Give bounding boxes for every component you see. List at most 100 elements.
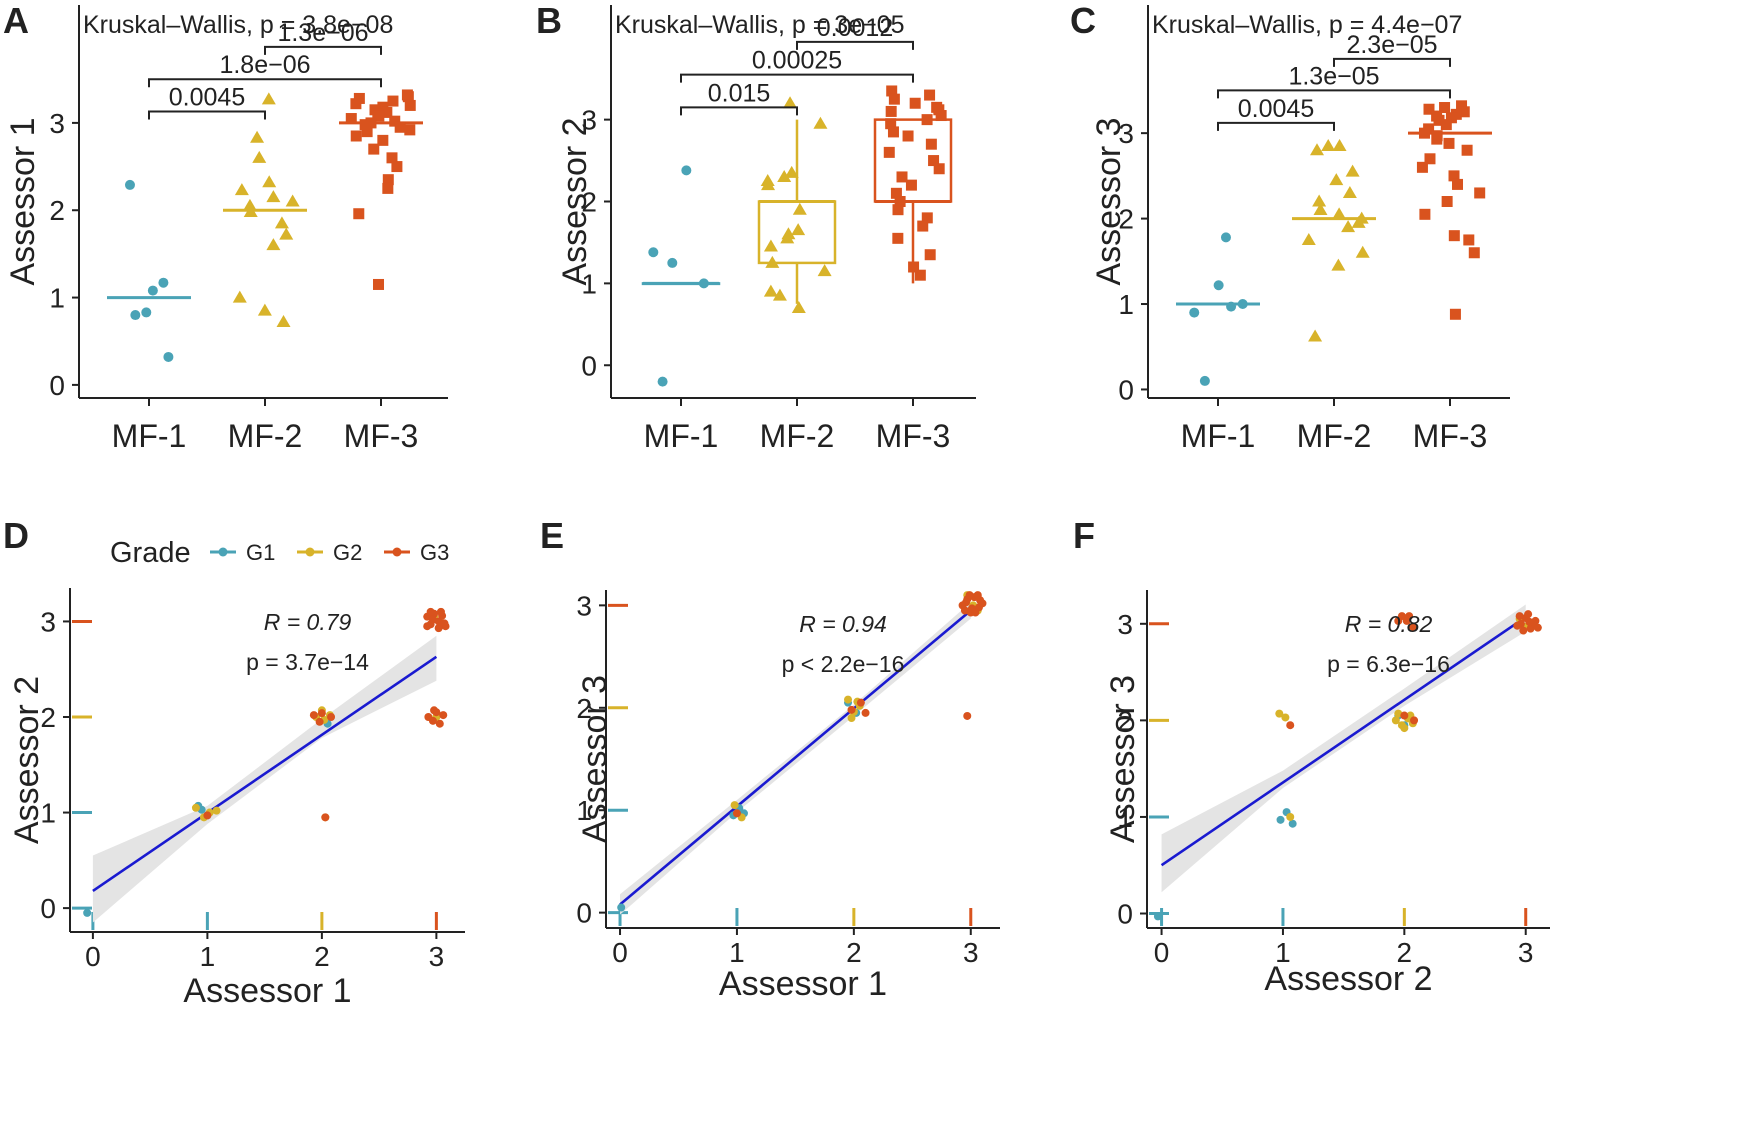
point-g3	[973, 591, 982, 600]
point-mf-3	[386, 152, 398, 164]
point-mf-3	[1468, 247, 1480, 259]
point-mf-3	[1419, 208, 1431, 220]
point-mf-2	[285, 194, 300, 207]
point-mf-3	[1461, 144, 1473, 156]
correlation-p: p = 6.3e−16	[1327, 651, 1450, 677]
point-mf-2	[1351, 215, 1366, 228]
point-mf-3	[921, 212, 933, 224]
point-mf-1	[158, 277, 169, 288]
point-mf-2	[1345, 164, 1360, 177]
point-mf-2	[791, 223, 806, 236]
point-g3	[861, 708, 870, 717]
point-g3	[317, 709, 326, 718]
x-category-label: MF-3	[876, 418, 951, 454]
point-g3	[1400, 711, 1409, 720]
point-g3	[1525, 617, 1534, 626]
x-tick-label: 3	[963, 937, 979, 968]
point-mf-3	[350, 130, 362, 142]
y-tick-label: 0	[40, 893, 56, 924]
point-g3	[439, 711, 448, 720]
point-mf-1	[1226, 301, 1237, 312]
point-mf-3	[1423, 103, 1435, 115]
panel-letter: B	[536, 0, 562, 41]
point-g2	[212, 806, 221, 815]
point-mf-1	[667, 257, 678, 268]
panel-letter: C	[1070, 0, 1096, 41]
point-g2	[1281, 713, 1290, 722]
point-g3	[1394, 616, 1403, 625]
point-mf-2	[1308, 329, 1323, 342]
confidence-band	[1161, 604, 1526, 893]
point-mf-3	[373, 278, 385, 290]
x-tick-label: 1	[729, 937, 745, 968]
point-mf-3	[908, 261, 920, 273]
point-mf-3	[402, 91, 414, 103]
point-g2	[1286, 812, 1295, 821]
y-tick-label: 3	[1118, 118, 1134, 149]
point-g3	[967, 604, 976, 613]
point-mf-2	[1313, 203, 1328, 216]
y-axis-title: Assessor 3	[1104, 675, 1142, 843]
point-mf-3	[1452, 178, 1464, 190]
y-tick-label: 2	[1118, 204, 1134, 235]
point-mf-3	[1474, 187, 1486, 199]
y-tick-label: 2	[581, 187, 597, 218]
correlation-r: R = 0.82	[1345, 611, 1433, 637]
y-tick-label: 0	[576, 898, 592, 929]
point-mf-1	[141, 307, 152, 318]
point-mf-1	[648, 247, 659, 258]
point-g3	[203, 811, 212, 820]
point-mf-2	[266, 238, 281, 251]
point-mf-3	[890, 187, 902, 199]
point-g3	[1513, 621, 1522, 630]
x-tick-label: 2	[314, 941, 330, 972]
x-tick-label: 0	[1154, 937, 1170, 968]
point-g3	[436, 607, 445, 616]
point-mf-2	[1355, 245, 1370, 258]
significance-bracket	[148, 78, 382, 88]
point-mf-2	[243, 204, 258, 217]
point-g3	[430, 706, 439, 715]
point-mf-3	[1439, 102, 1451, 114]
x-tick-label: 3	[1518, 937, 1534, 968]
y-axis-title: Assessor 2	[556, 117, 594, 285]
point-mf-3	[894, 196, 906, 207]
point-mf-1	[698, 278, 709, 289]
point-mf-3	[914, 269, 926, 281]
x-category-label: MF-2	[760, 418, 835, 454]
y-tick-label: 0	[1118, 374, 1134, 405]
x-tick-label: 1	[1275, 937, 1291, 968]
y-tick-label: 2	[1117, 705, 1133, 736]
point-mf-1	[1220, 232, 1231, 243]
point-g2	[1400, 724, 1409, 733]
point-mf-2	[1332, 138, 1347, 151]
significance-bracket	[264, 45, 382, 55]
point-g1	[1276, 815, 1285, 824]
bracket-label: 1.8e−06	[219, 51, 310, 79]
point-mf-3	[345, 113, 357, 125]
point-mf-3	[391, 161, 403, 173]
point-mf-3	[892, 232, 904, 244]
y-tick-label: 0	[1117, 899, 1133, 930]
panel-letter: E	[540, 515, 564, 556]
point-mf-2	[813, 116, 828, 129]
point-g3	[1533, 623, 1542, 632]
panel-a: A Assessor 1 0 1 2 3 MF-1 MF-2 MF-3 0.0045 1.8e−06…	[3, 0, 448, 454]
point-g3	[435, 719, 444, 728]
point-g3	[321, 813, 330, 822]
bracket-label: 0.00025	[752, 47, 842, 75]
y-tick-label: 0	[49, 370, 65, 401]
y-tick-label: 1	[1118, 289, 1134, 320]
point-mf-3	[382, 182, 394, 194]
point-mf-2	[266, 190, 281, 203]
y-tick-label: 3	[40, 606, 56, 637]
legend-key-point	[218, 547, 228, 557]
y-tick-label: 3	[576, 590, 592, 621]
point-g2	[730, 801, 739, 810]
point-g3	[315, 717, 324, 726]
point-g1	[83, 908, 92, 917]
point-g3	[428, 716, 437, 725]
point-g3	[1405, 612, 1414, 621]
point-mf-3	[1416, 161, 1428, 173]
